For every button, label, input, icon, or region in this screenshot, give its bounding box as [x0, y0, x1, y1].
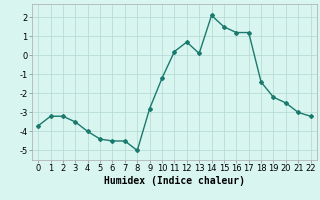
X-axis label: Humidex (Indice chaleur): Humidex (Indice chaleur): [104, 176, 245, 186]
